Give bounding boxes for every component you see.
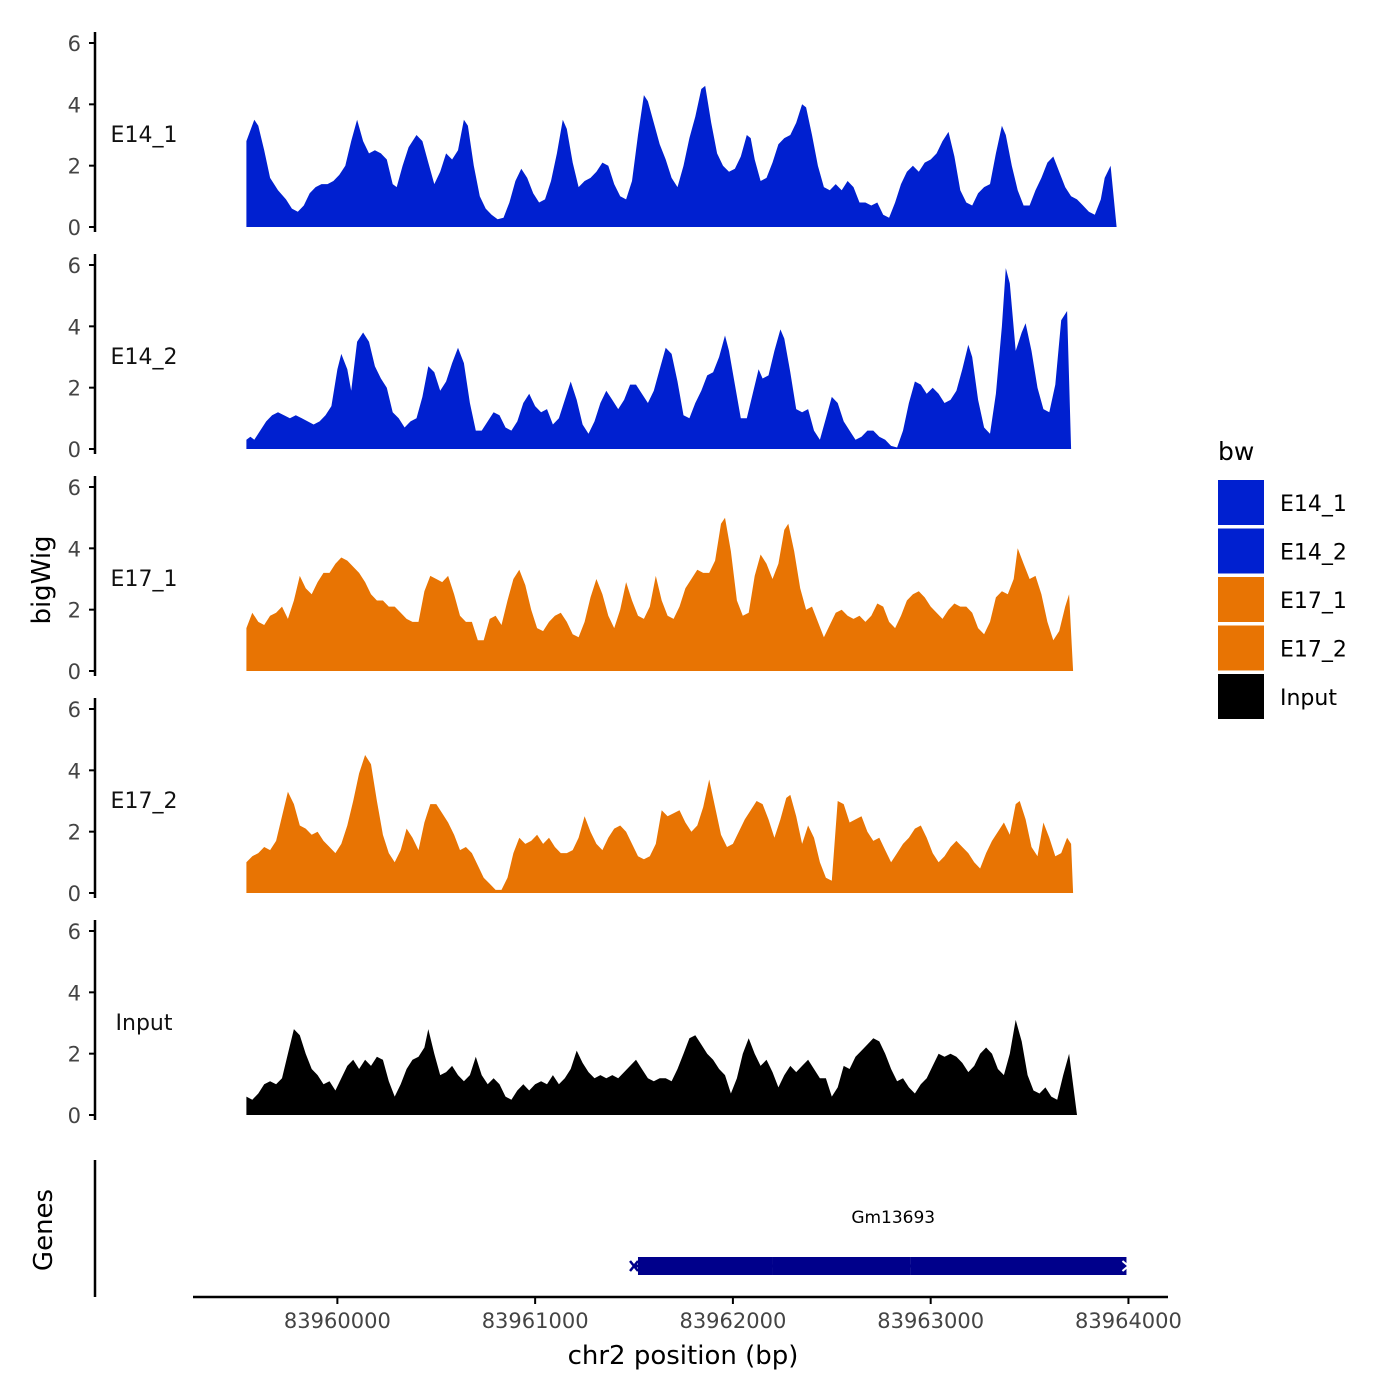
y-tick-label: 0 [68, 438, 81, 462]
track-label: E14_2 [111, 345, 178, 370]
y-tick-label: 2 [68, 377, 81, 401]
legend-swatch [1218, 625, 1264, 671]
y-tick-label: 2 [68, 1043, 81, 1067]
genes-panel: Gm13693 [93, 1160, 1131, 1297]
y-axis-title: bigWig [27, 535, 57, 624]
track-E14_1: 0 2 4 6 E14_1 [68, 32, 1117, 240]
genes-axis-title: Genes [29, 1189, 59, 1271]
track-label: E17_1 [111, 567, 178, 592]
legend-entry-E14_1: E14_1 [1218, 480, 1347, 525]
legend-swatch [1218, 674, 1264, 719]
gene-exon [910, 1257, 1127, 1275]
tracks-group: 0 2 4 6 E14_1 0 2 4 6 E14_2 0 2 4 6 E17_1 0 2 4 6 E17_2 0 2 4 6… [68, 32, 1117, 1128]
gene-Gm13693: Gm13693 [629, 1208, 1131, 1275]
legend-label: E14_1 [1280, 492, 1347, 517]
y-tick-label: 4 [68, 93, 81, 117]
x-tick-label: 83961000 [482, 1309, 589, 1333]
y-tick-label: 6 [68, 698, 81, 722]
y-tick-label: 4 [68, 315, 81, 339]
legend-label: E14_2 [1280, 541, 1347, 566]
legend-label: E17_2 [1280, 638, 1347, 663]
y-tick-label: 4 [68, 981, 81, 1005]
track-label: Input [116, 1011, 173, 1036]
legend-entry-E17_1: E17_1 [1218, 577, 1347, 622]
y-tick-label: 2 [68, 155, 81, 179]
legend-entry-E14_2: E14_2 [1218, 528, 1347, 574]
x-axis-title: chr2 position (bp) [568, 1341, 799, 1371]
track-E14_2: 0 2 4 6 E14_2 [68, 254, 1072, 462]
gene-label: Gm13693 [851, 1208, 935, 1228]
gene-strand-arrow [1121, 1260, 1131, 1272]
x-axis: 83960000 83961000 83962000 83963000 83964000 [193, 1295, 1182, 1333]
area-E17_1 [246, 517, 1074, 671]
y-tick-label: 0 [68, 660, 81, 684]
track-label: E17_2 [111, 789, 178, 814]
y-tick-label: 6 [68, 920, 81, 944]
y-tick-label: 4 [68, 759, 81, 783]
y-tick-label: 2 [68, 599, 81, 623]
track-label: E14_1 [111, 123, 178, 148]
area-E14_1 [246, 85, 1117, 228]
y-tick-label: 2 [68, 821, 81, 845]
y-tick-label: 6 [68, 476, 81, 500]
y-tick-label: 0 [68, 216, 81, 240]
area-E14_2 [246, 268, 1072, 449]
x-tick-label: 83963000 [877, 1309, 984, 1333]
x-tick-label: 83964000 [1075, 1309, 1182, 1333]
gene-exon [772, 1257, 911, 1275]
gene-exon [637, 1257, 773, 1275]
y-tick-label: 6 [68, 32, 81, 56]
legend-title: bw [1218, 437, 1254, 466]
y-tick-label: 6 [68, 254, 81, 278]
legend-label: Input [1280, 686, 1337, 711]
legend-swatch [1218, 528, 1264, 574]
legend: E14_1 E14_2 E17_1 E17_2 Input [1218, 480, 1347, 719]
track-E17_1: 0 2 4 6 E17_1 [68, 476, 1074, 684]
track-Input: 0 2 4 6 Input [68, 920, 1077, 1128]
y-tick-label: 0 [68, 882, 81, 906]
legend-swatch [1218, 577, 1264, 622]
y-tick-label: 0 [68, 1104, 81, 1128]
area-E17_2 [246, 755, 1074, 893]
legend-entry-E17_2: E17_2 [1218, 625, 1347, 671]
x-tick-label: 83962000 [679, 1309, 786, 1333]
track-E17_2: 0 2 4 6 E17_2 [68, 698, 1074, 906]
x-tick-label: 83960000 [284, 1309, 391, 1333]
legend-entry-Input: Input [1218, 674, 1337, 719]
area-Input [246, 1019, 1077, 1115]
legend-label: E17_1 [1280, 589, 1347, 614]
legend-swatch [1218, 480, 1264, 525]
gene-start-mark [629, 1260, 640, 1272]
y-tick-label: 4 [68, 537, 81, 561]
